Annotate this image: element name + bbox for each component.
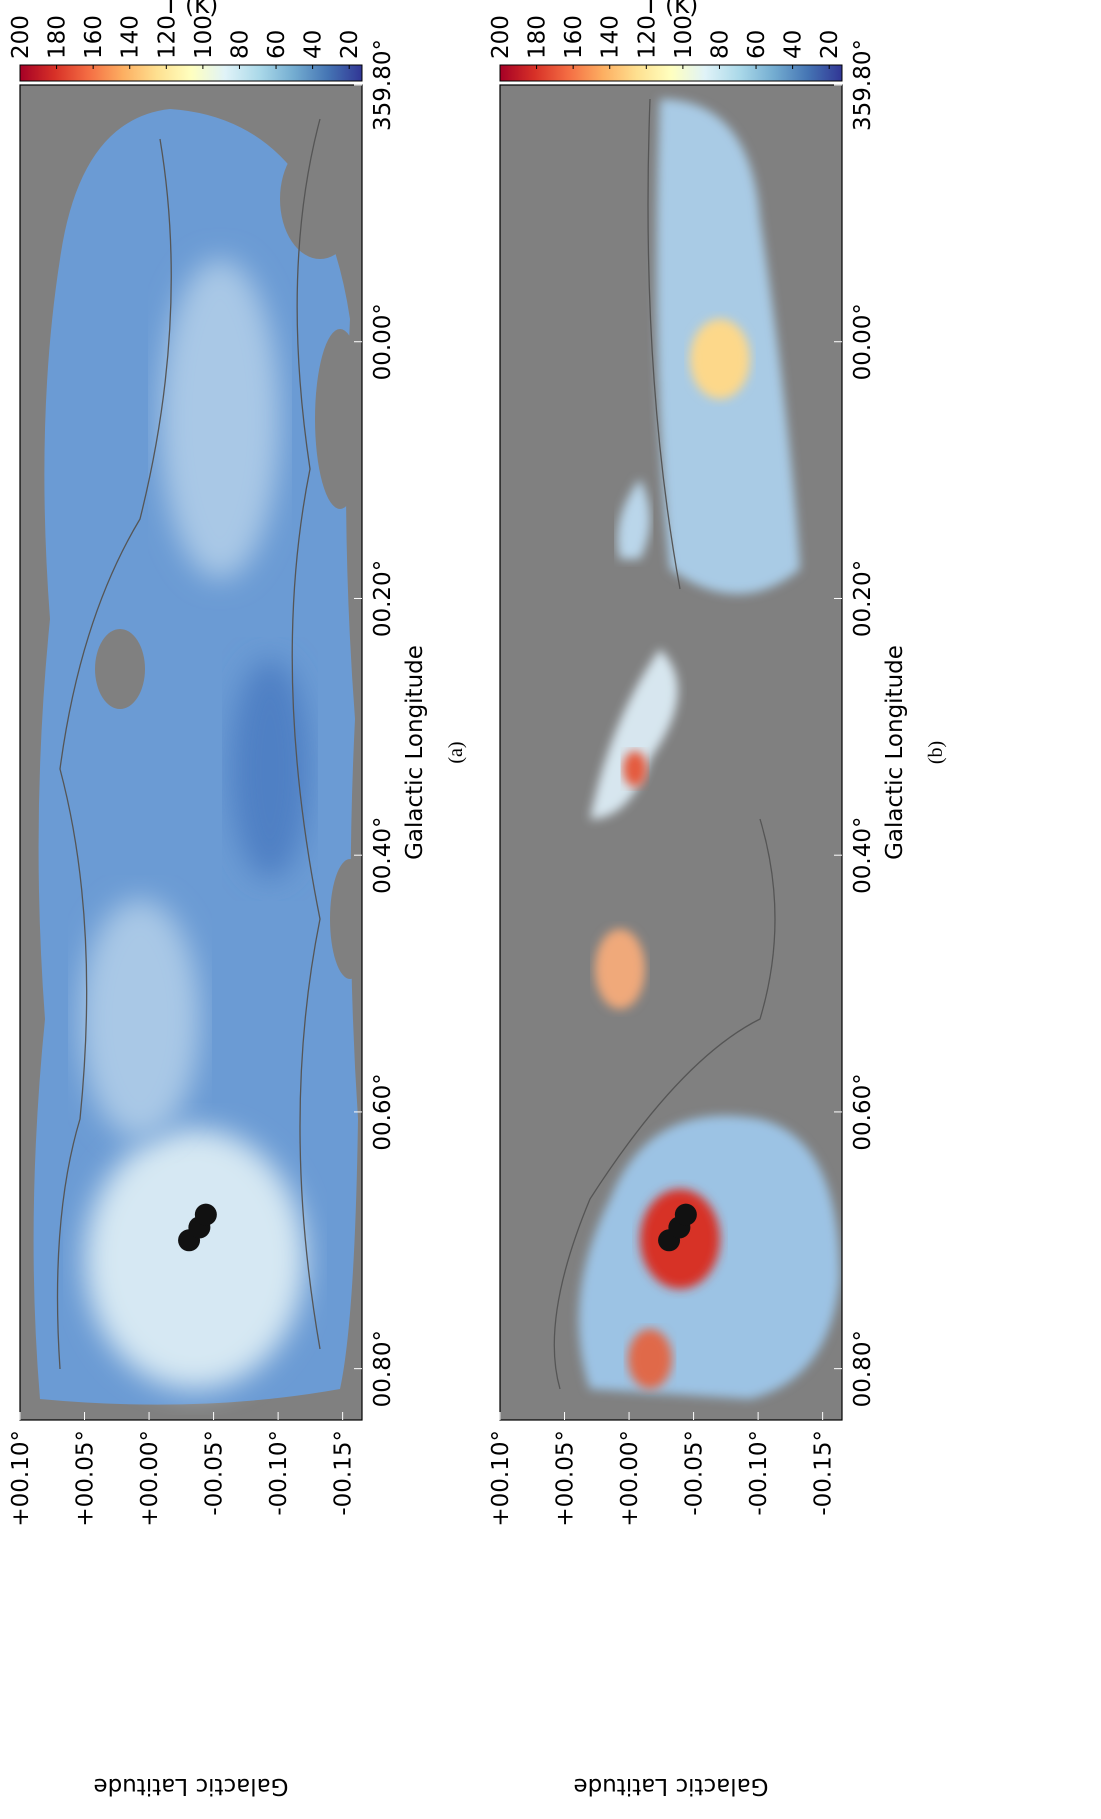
y-tick-label: +00.10° <box>8 1430 34 1527</box>
colorbar-tick-label: 40 <box>781 30 807 59</box>
colorbar-tick-label: 180 <box>525 15 551 59</box>
colorbar-tick-label: 20 <box>817 30 843 59</box>
x-tick-label: 00.60° <box>850 1073 876 1150</box>
y-tick-label: -00.15° <box>811 1430 837 1516</box>
colorbar-tick-label: 60 <box>744 30 770 59</box>
colorbar-tick-label: 200 <box>488 15 514 59</box>
colorbar-tick-label: 20 <box>337 30 363 59</box>
colorbar-tick-label: 140 <box>118 15 144 59</box>
colorbar-tick-label: 100 <box>191 15 217 59</box>
y-axis-label: Galactic Latitude <box>93 1773 288 1799</box>
colorbar-tick-label: 80 <box>707 30 733 59</box>
colorbar-tick-label: 140 <box>598 15 624 59</box>
colorbar-tick-label: 120 <box>634 15 660 59</box>
y-tick-label: +00.10° <box>488 1430 514 1527</box>
rotated-figure: 00.80° 00.60° 00.40° 00.20° 00.00° 359.80° +00… <box>8 0 947 1799</box>
y-tick-label: +00.05° <box>73 1430 99 1527</box>
y-tick-label: -00.10° <box>746 1430 772 1516</box>
point <box>674 1203 697 1226</box>
y-tick-label: -00.05° <box>202 1430 228 1516</box>
colorbar-tick-label: 160 <box>81 15 107 59</box>
y-tick-label: +00.05° <box>553 1430 579 1527</box>
colorbar <box>499 64 843 82</box>
colorbar-tick-label: 100 <box>671 15 697 59</box>
colorbar <box>19 64 363 82</box>
x-tick-label: 00.00° <box>370 303 396 380</box>
colorbar-tick-label: 160 <box>561 15 587 59</box>
x-tick-label: 00.00° <box>850 303 876 380</box>
y-axis-label: Galactic Latitude <box>573 1773 768 1799</box>
x-axis-label: Galactic Longitude <box>402 645 428 860</box>
panel-label: (b) <box>925 741 947 764</box>
plot-frame <box>499 84 843 1421</box>
x-tick-label: 00.80° <box>850 1330 876 1407</box>
x-tick-label: 359.80° <box>850 39 876 131</box>
point <box>194 1203 217 1226</box>
colorbar-tick-label: 80 <box>227 30 253 59</box>
colorbar-tick-label: 200 <box>8 15 34 59</box>
panel-label: (a) <box>445 741 467 763</box>
x-tick-label: 00.60° <box>370 1073 396 1150</box>
y-tick-label: -00.10° <box>266 1430 292 1516</box>
x-tick-label: 00.20° <box>850 560 876 637</box>
colorbar-label: T (K) <box>163 0 218 19</box>
plot-frame <box>19 84 363 1421</box>
y-tick-label: +00.00° <box>137 1430 163 1527</box>
colorbar-tick-label: 60 <box>264 30 290 59</box>
map-b <box>500 85 842 1420</box>
colorbar-tick-label: 180 <box>45 15 71 59</box>
map-a <box>20 85 362 1420</box>
x-tick-label: 00.80° <box>370 1330 396 1407</box>
x-tick-label: 00.20° <box>370 560 396 637</box>
x-axis-label: Galactic Longitude <box>882 645 908 860</box>
y-tick-label: -00.05° <box>682 1430 708 1516</box>
x-tick-label: 359.80° <box>370 39 396 131</box>
x-tick-label: 00.40° <box>850 817 876 894</box>
y-tick-label: -00.15° <box>331 1430 357 1516</box>
colorbar-tick-label: 40 <box>301 30 327 59</box>
x-tick-label: 00.40° <box>370 817 396 894</box>
colorbar-tick-label: 120 <box>154 15 180 59</box>
y-tick-label: +00.00° <box>617 1430 643 1527</box>
colorbar-label: T (K) <box>643 0 698 19</box>
